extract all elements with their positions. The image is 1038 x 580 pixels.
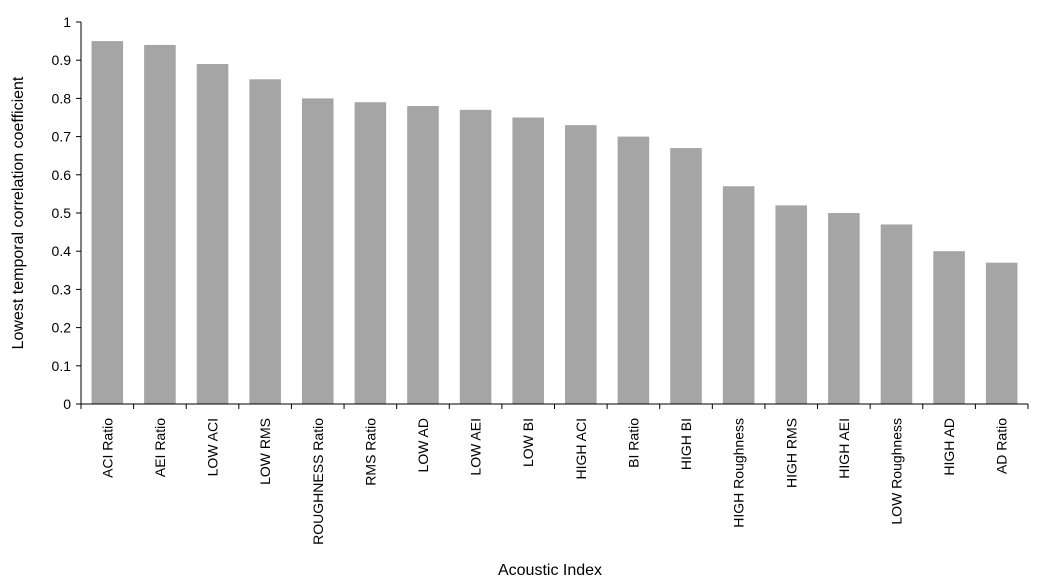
y-tick-label: 0.8 [52, 90, 72, 106]
bar-low-bi [512, 117, 544, 404]
x-tick-label: BI Ratio [625, 418, 641, 468]
bar-low-aci [196, 64, 229, 405]
x-tick-label: LOW AEI [468, 418, 484, 476]
bar-rms-ratio [354, 102, 387, 404]
x-tick-label: LOW RMS [257, 418, 273, 485]
bar-low-aei [459, 109, 492, 405]
y-tick-label: 0.7 [52, 129, 72, 145]
bar-high-bi [670, 148, 702, 404]
bar-high-ad [933, 251, 965, 404]
x-tick-label: LOW ACI [205, 418, 221, 476]
x-tick-label: HIGH AEI [836, 418, 852, 479]
y-tick-label: 0.1 [52, 358, 72, 374]
x-tick-label: ROUGHNESS Ratio [310, 418, 326, 545]
x-tick-label: RMS Ratio [362, 418, 378, 486]
x-tick-label: HIGH BI [678, 418, 694, 470]
bar-high-roughness [722, 186, 755, 404]
bar-ad-ratio [985, 262, 1018, 404]
x-tick-label: LOW AD [415, 418, 431, 472]
x-tick-label: HIGH Roughness [731, 418, 747, 528]
x-tick-label: LOW Roughness [888, 418, 904, 525]
x-axis-title: Acoustic Index [498, 562, 602, 579]
y-tick-label: 0.5 [52, 205, 72, 221]
bar-high-aei [828, 213, 860, 404]
x-tick-label: HIGH AD [941, 418, 957, 476]
y-tick-label: 0.2 [52, 320, 72, 336]
bar-high-rms [775, 205, 808, 404]
y-tick-label: 0.4 [52, 243, 72, 259]
y-tick-label: 0.3 [52, 281, 72, 297]
x-axis: ACI Ratio AEI Ratio LOW ACI LOW RMS ROUGHNES… [80, 403, 1029, 545]
y-axis: 0 0.1 0.2 0.3 0.4 0.5 0.6 0.7 0.8 0.9 1 [52, 14, 82, 412]
x-tick-label: HIGH RMS [783, 418, 799, 488]
y-tick-label: 0.6 [52, 167, 72, 183]
x-tick-label: AEI Ratio [152, 418, 168, 477]
bar-high-aci [565, 125, 597, 404]
y-tick-label: 1 [63, 14, 71, 30]
bar-aei-ratio [144, 44, 176, 405]
y-axis-title: Lowest temporal correlation coefficient [10, 76, 27, 349]
x-tick-label: HIGH ACI [573, 418, 589, 479]
x-tick-label: LOW BI [520, 418, 536, 467]
bar-bi-ratio [617, 136, 650, 404]
bar-low-ad [407, 106, 439, 404]
y-tick-label: 0.9 [52, 52, 72, 68]
bar-roughness-ratio [301, 98, 334, 405]
x-tick-label: AD Ratio [994, 418, 1010, 474]
x-tick-label: ACI Ratio [99, 418, 115, 478]
bar-low-roughness [880, 224, 913, 404]
bar-aci-ratio [91, 41, 124, 404]
y-tick-label: 0 [63, 396, 71, 412]
bars-group [91, 41, 1018, 405]
bar-low-rms [249, 79, 281, 405]
